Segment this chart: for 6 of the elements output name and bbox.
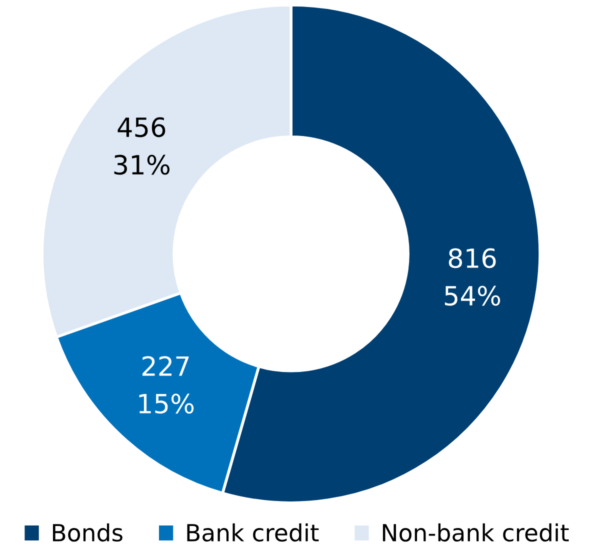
data-label: 227 15% <box>139 356 194 414</box>
data-label: 816 54% <box>444 248 500 306</box>
legend-label: Bank credit <box>187 523 319 542</box>
legend-label: Non-bank credit <box>382 523 569 542</box>
data-label: 456 31% <box>114 117 170 175</box>
legend-label: Bonds <box>52 523 122 542</box>
